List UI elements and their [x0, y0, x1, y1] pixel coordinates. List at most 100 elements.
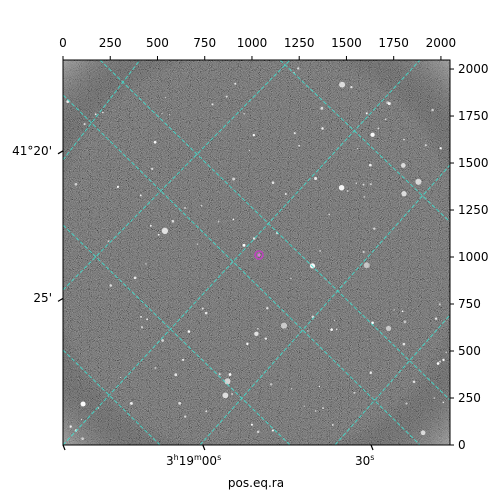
star: [154, 367, 157, 369]
x-tick-label-3: 750: [193, 36, 216, 50]
star: [168, 114, 171, 116]
grid-line-4: [63, 349, 161, 445]
star: [140, 315, 142, 318]
x-tick-label-4: 1000: [237, 36, 268, 50]
star: [442, 401, 445, 404]
star: [174, 373, 178, 377]
star: [254, 331, 259, 337]
star: [401, 191, 407, 197]
star: [256, 430, 260, 434]
star: [133, 276, 137, 280]
star: [81, 437, 84, 441]
star: [431, 108, 434, 112]
ra-tick-1: [370, 444, 374, 451]
star: [314, 177, 318, 180]
star: [178, 401, 182, 405]
star: [224, 378, 231, 385]
x-axis-label: pos.eq.ra: [228, 476, 284, 490]
star: [242, 243, 246, 247]
star: [353, 391, 356, 394]
plot-frame: [62, 59, 451, 446]
star: [153, 140, 157, 144]
star: [80, 401, 86, 407]
star: [371, 321, 374, 325]
x-tick-label-0: 0: [59, 36, 67, 50]
star: [393, 309, 395, 311]
x-tick-label-1: 250: [99, 36, 122, 50]
grid-line-7: [199, 164, 450, 445]
star: [335, 328, 338, 331]
star: [271, 429, 274, 432]
star: [250, 423, 253, 426]
star: [149, 224, 152, 227]
star: [365, 112, 368, 115]
star: [405, 402, 408, 405]
star: [298, 144, 300, 147]
star: [145, 263, 147, 265]
x-tick-label-5: 1250: [284, 36, 315, 50]
star: [66, 100, 70, 104]
star: [129, 401, 133, 405]
star: [424, 144, 427, 147]
grid-line-9: [63, 60, 141, 161]
star: [252, 133, 256, 137]
star: [248, 149, 251, 152]
dec-tick-label-1: 41°20': [12, 144, 52, 158]
star: [181, 358, 185, 362]
star: [161, 339, 164, 342]
star: [234, 82, 237, 85]
star: [119, 376, 122, 378]
star: [187, 330, 191, 333]
star: [339, 81, 346, 88]
star: [204, 311, 208, 315]
grid-line-3: [279, 60, 450, 223]
grid-line-2: [63, 224, 291, 445]
star: [412, 380, 416, 384]
star: [171, 219, 175, 223]
star: [350, 85, 353, 89]
star: [217, 220, 220, 223]
y-tick-label-2: 500: [458, 344, 481, 358]
star: [290, 388, 293, 390]
y-tick-label-8: 2000: [458, 62, 489, 76]
ra-tick-label-2: 30s: [355, 453, 374, 468]
y-tick-label-0: 0: [458, 438, 466, 452]
y-tick-label-4: 1000: [458, 250, 489, 264]
star: [218, 373, 221, 376]
star: [346, 190, 349, 192]
star: [264, 337, 268, 340]
dec-tick-0: [57, 150, 64, 155]
star: [318, 385, 321, 388]
star: [228, 373, 232, 376]
star: [140, 326, 144, 329]
star: [157, 233, 160, 236]
star: [436, 362, 440, 365]
star: [438, 303, 441, 306]
star: [139, 194, 142, 197]
star: [445, 351, 447, 354]
star: [74, 182, 78, 186]
star: [320, 106, 324, 110]
star: [338, 184, 345, 191]
star: [266, 307, 269, 310]
star: [246, 342, 249, 346]
ra-tick-label-1: 3h19m00s: [166, 453, 221, 468]
star: [269, 383, 273, 386]
star: [377, 127, 380, 130]
star: [201, 307, 204, 310]
star: [200, 204, 203, 207]
star: [373, 227, 376, 230]
star: [385, 118, 387, 120]
star-field: [66, 67, 447, 441]
grid-line-0: [99, 60, 450, 401]
star: [322, 407, 324, 409]
star: [369, 371, 372, 374]
star: [403, 320, 407, 324]
x-tick-label-7: 1750: [378, 36, 409, 50]
y-tick-label-3: 750: [458, 297, 481, 311]
y-tick-label-5: 1250: [458, 203, 489, 217]
star: [284, 193, 287, 195]
star: [184, 415, 187, 418]
star: [94, 113, 97, 116]
